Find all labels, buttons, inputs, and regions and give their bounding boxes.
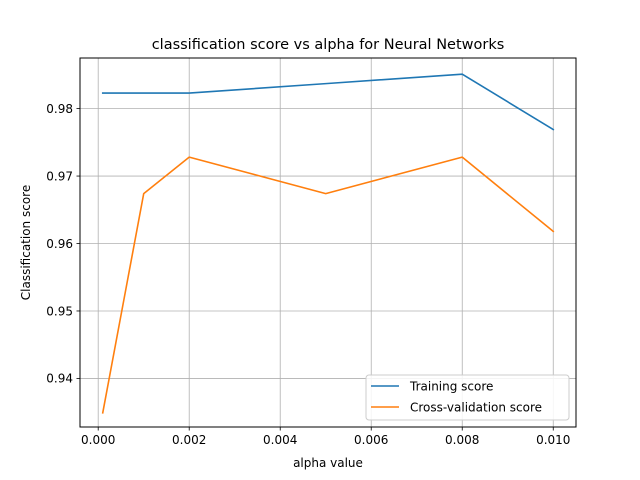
- plot-frame: [79, 57, 577, 428]
- series-line-1: [101, 156, 555, 414]
- x-tick-label: 0.008: [445, 433, 479, 447]
- y-tick-label: 0.94: [46, 372, 73, 386]
- y-axis-label: Classification score: [19, 185, 33, 300]
- y-tick-label: 0.97: [46, 169, 73, 183]
- legend-entry: Training score: [409, 379, 493, 393]
- x-tick-label: 0.002: [172, 433, 206, 447]
- x-axis-ticks: 0.000 0.002 0.004 0.006 0.008 0.010: [81, 427, 570, 447]
- y-axis-ticks: 0.94 0.95 0.96 0.97 0.98: [46, 102, 80, 386]
- series-line-0: [101, 73, 555, 131]
- legend: Training score Cross-validation score: [365, 374, 570, 421]
- chart-title: classification score vs alpha for Neural…: [152, 37, 505, 53]
- grid: [80, 58, 576, 427]
- x-tick-label: 0.000: [81, 433, 115, 447]
- x-tick-label: 0.004: [263, 433, 297, 447]
- x-axis-label: alpha value: [293, 456, 363, 470]
- legend-box: [365, 374, 570, 421]
- x-tick-label: 0.010: [536, 433, 570, 447]
- y-tick-label: 0.98: [46, 102, 73, 116]
- series-lines: [101, 73, 555, 414]
- legend-entry: Cross-validation score: [410, 400, 542, 414]
- x-tick-label: 0.006: [354, 433, 388, 447]
- y-tick-label: 0.96: [46, 237, 73, 251]
- y-tick-label: 0.95: [46, 304, 73, 318]
